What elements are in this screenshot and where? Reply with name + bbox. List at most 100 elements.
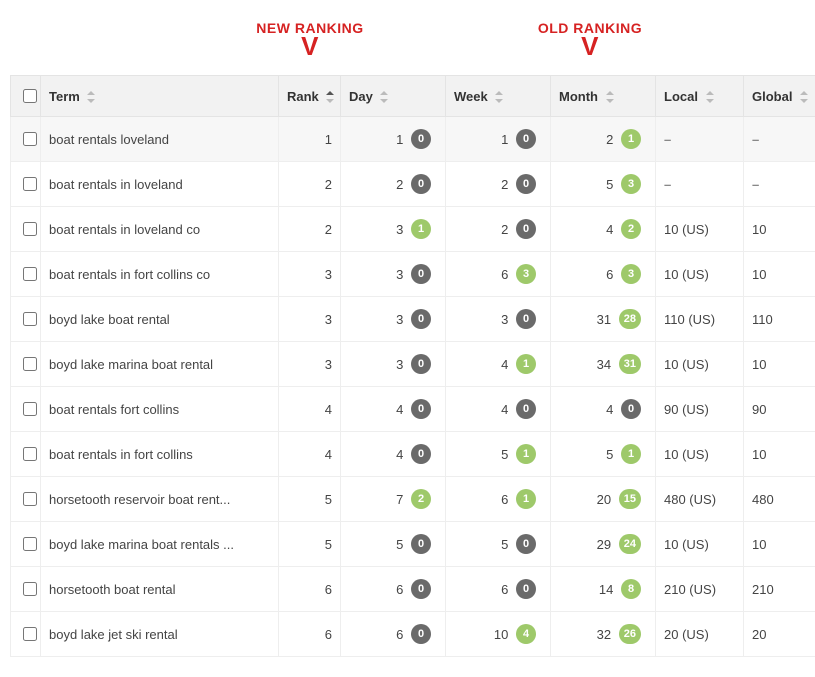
row-checkbox[interactable] xyxy=(23,447,37,461)
row-checkbox-cell[interactable] xyxy=(11,297,41,342)
rank-value: 6 xyxy=(385,582,403,597)
row-checkbox[interactable] xyxy=(23,402,37,416)
local-cell: 480 (US) xyxy=(656,477,744,522)
row-checkbox[interactable] xyxy=(23,312,37,326)
term-cell: boat rentals in fort collins xyxy=(41,432,279,477)
row-checkbox-cell[interactable] xyxy=(11,162,41,207)
table-row[interactable]: boat rentals fort collins44 04 04 090 (U… xyxy=(11,387,815,432)
table-row[interactable]: boyd lake boat rental33 03 031 28110 (US… xyxy=(11,297,815,342)
month-cell: 4 0 xyxy=(551,387,656,432)
month-header[interactable]: Month xyxy=(551,76,656,117)
local-header-label: Local xyxy=(664,89,698,104)
row-checkbox[interactable] xyxy=(23,267,37,281)
row-checkbox[interactable] xyxy=(23,177,37,191)
delta-badge: 1 xyxy=(621,444,641,464)
table-row[interactable]: horsetooth reservoir boat rent...57 26 1… xyxy=(11,477,815,522)
month-cell: 5 3 xyxy=(551,162,656,207)
table-row[interactable]: boat rentals in fort collins44 05 15 110… xyxy=(11,432,815,477)
rank-cell: 4 xyxy=(279,432,341,477)
term-header[interactable]: Term xyxy=(41,76,279,117)
rank-value: 4 xyxy=(595,402,613,417)
rank-value: 3 xyxy=(385,312,403,327)
day-header[interactable]: Day xyxy=(341,76,446,117)
row-checkbox[interactable] xyxy=(23,132,37,146)
week-cell: 2 0 xyxy=(446,162,551,207)
row-checkbox-cell[interactable] xyxy=(11,342,41,387)
sort-icon xyxy=(606,91,614,103)
term-cell: boat rentals in fort collins co xyxy=(41,252,279,297)
rank-value: 5 xyxy=(595,447,613,462)
row-checkbox-cell[interactable] xyxy=(11,252,41,297)
global-cell: 90 xyxy=(744,387,815,432)
cell-value: 110 (US) xyxy=(664,312,715,327)
delta-badge: 26 xyxy=(619,624,641,644)
day-cell: 4 0 xyxy=(341,387,446,432)
table-row[interactable]: boyd lake marina boat rental33 04 134 31… xyxy=(11,342,815,387)
row-checkbox-cell[interactable] xyxy=(11,477,41,522)
day-header-label: Day xyxy=(349,89,373,104)
delta-badge: 0 xyxy=(516,174,536,194)
rank-cell: 6 xyxy=(279,612,341,657)
sort-icon xyxy=(495,91,503,103)
row-checkbox-cell[interactable] xyxy=(11,207,41,252)
row-checkbox[interactable] xyxy=(23,627,37,641)
local-cell: 210 (US) xyxy=(656,567,744,612)
week-cell: 5 0 xyxy=(446,522,551,567)
table-row[interactable]: boat rentals in fort collins co33 06 36 … xyxy=(11,252,815,297)
table-row[interactable]: boyd lake jet ski rental66 010 432 2620 … xyxy=(11,612,815,657)
row-checkbox-cell[interactable] xyxy=(11,117,41,162)
week-header[interactable]: Week xyxy=(446,76,551,117)
rank-value: 3 xyxy=(385,222,403,237)
month-cell: 32 26 xyxy=(551,612,656,657)
rank-value: 6 xyxy=(595,267,613,282)
row-checkbox-cell[interactable] xyxy=(11,567,41,612)
delta-badge: 0 xyxy=(516,534,536,554)
table-row[interactable]: boat rentals in loveland co23 12 04 210 … xyxy=(11,207,815,252)
table-row[interactable]: boat rentals in loveland22 02 05 3–– xyxy=(11,162,815,207)
table-row[interactable]: boyd lake marina boat rentals ...55 05 0… xyxy=(11,522,815,567)
row-checkbox[interactable] xyxy=(23,537,37,551)
row-checkbox[interactable] xyxy=(23,357,37,371)
select-all-header[interactable] xyxy=(11,76,41,117)
rank-cell: 2 xyxy=(279,207,341,252)
row-checkbox-cell[interactable] xyxy=(11,387,41,432)
local-cell: 20 (US) xyxy=(656,612,744,657)
row-checkbox-cell[interactable] xyxy=(11,522,41,567)
row-checkbox-cell[interactable] xyxy=(11,432,41,477)
local-cell: 10 (US) xyxy=(656,522,744,567)
day-cell: 4 0 xyxy=(341,432,446,477)
term-cell: boyd lake marina boat rentals ... xyxy=(41,522,279,567)
row-checkbox[interactable] xyxy=(23,492,37,506)
day-cell: 5 0 xyxy=(341,522,446,567)
row-checkbox[interactable] xyxy=(23,222,37,236)
table-row[interactable]: horsetooth boat rental66 06 014 8210 (US… xyxy=(11,567,815,612)
global-header[interactable]: Global xyxy=(744,76,815,117)
global-cell: 20 xyxy=(744,612,815,657)
week-cell: 4 0 xyxy=(446,387,551,432)
term-cell: boyd lake marina boat rental xyxy=(41,342,279,387)
row-checkbox-cell[interactable] xyxy=(11,612,41,657)
global-cell: 10 xyxy=(744,522,815,567)
cell-value: 90 (US) xyxy=(664,402,709,417)
delta-badge: 0 xyxy=(411,624,431,644)
week-cell: 10 4 xyxy=(446,612,551,657)
delta-badge: 0 xyxy=(411,534,431,554)
week-cell: 2 0 xyxy=(446,207,551,252)
term-cell: boat rentals in loveland xyxy=(41,162,279,207)
table-header-row: Term Rank Day Week Month Local xyxy=(11,76,815,117)
local-header[interactable]: Local xyxy=(656,76,744,117)
sort-icon xyxy=(706,91,714,103)
delta-badge: 2 xyxy=(411,489,431,509)
week-cell: 3 0 xyxy=(446,297,551,342)
delta-badge: 28 xyxy=(619,309,641,329)
rank-header[interactable]: Rank xyxy=(279,76,341,117)
row-checkbox[interactable] xyxy=(23,582,37,596)
term-cell: boyd lake boat rental xyxy=(41,297,279,342)
select-all-checkbox[interactable] xyxy=(23,89,37,103)
day-cell: 3 0 xyxy=(341,297,446,342)
rank-value: 2 xyxy=(490,177,508,192)
delta-badge: 0 xyxy=(411,264,431,284)
day-cell: 3 0 xyxy=(341,252,446,297)
table-row[interactable]: boat rentals loveland11 01 02 1–– xyxy=(11,117,815,162)
week-cell: 1 0 xyxy=(446,117,551,162)
